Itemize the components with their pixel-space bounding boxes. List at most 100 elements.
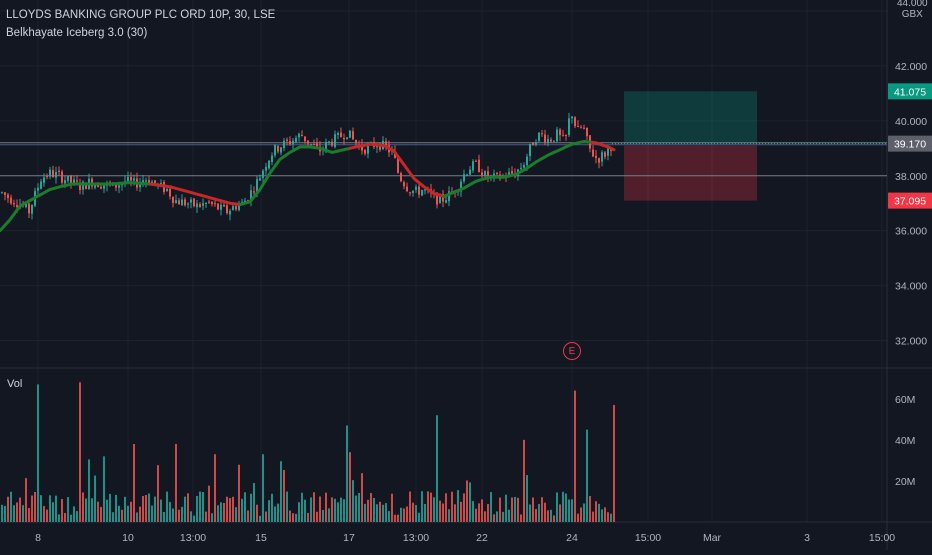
volume-bar [238, 464, 240, 522]
stop-price-badge-text: 37.095 [894, 196, 926, 208]
volume-bar [322, 509, 324, 522]
volume-bar [526, 475, 528, 522]
candle-up [1, 192, 3, 194]
candle-up [160, 182, 162, 185]
volume-bar [595, 501, 597, 522]
volume-bar [478, 503, 480, 522]
price-scale-top: 44.000 GBX [897, 0, 928, 20]
candle-down [442, 194, 444, 202]
candle-up [274, 144, 276, 156]
volume-bar [187, 493, 189, 522]
candle-up [571, 116, 573, 119]
candle-down [7, 194, 9, 199]
current-price-badge-bg [888, 135, 932, 152]
candle-up [547, 138, 549, 144]
volume-bar [91, 498, 93, 522]
candle-up [43, 177, 45, 183]
candle-up [250, 190, 252, 201]
candle-up [187, 203, 189, 205]
volume-bar [394, 514, 396, 522]
volume-bar [379, 501, 381, 522]
volume-bar [310, 497, 312, 522]
volume-bar [397, 514, 399, 522]
volume-bar [454, 504, 456, 522]
candle-down [562, 135, 564, 137]
volume-bar [265, 511, 267, 522]
volume-bar [487, 504, 489, 522]
earnings-event-marker[interactable]: E [563, 342, 581, 360]
candle-down [343, 138, 345, 140]
time-tick-label: 15:00 [635, 532, 661, 544]
volume-bar [94, 475, 96, 522]
candle-up [349, 130, 351, 138]
volume-bar [493, 514, 495, 522]
price-tick-label: 36.000 [895, 226, 927, 238]
volume-bar [223, 502, 225, 522]
volume-bar [406, 506, 408, 522]
volume-bar [316, 511, 318, 522]
volume-bar [46, 509, 48, 522]
candle-down [511, 171, 513, 174]
volume-bar [433, 497, 435, 522]
volume-bar [166, 491, 168, 522]
volume-bar [562, 491, 564, 522]
volume-bar [517, 497, 519, 522]
volume-bar [304, 499, 306, 522]
symbol-title[interactable]: LLOYDS BANKING GROUP PLC ORD 10P, 30, LS… [6, 9, 276, 21]
volume-bar [388, 511, 390, 522]
target-price-badge-bg [888, 83, 932, 100]
candle-up [229, 211, 231, 215]
volume-bar [250, 493, 252, 522]
stop-zone [624, 145, 757, 201]
volume-bar [301, 492, 303, 522]
candle-up [37, 187, 39, 191]
iceberg-line [0, 139, 616, 233]
candle-up [460, 181, 462, 192]
candle-down [403, 182, 405, 187]
volume-bar [28, 508, 30, 522]
volume-bar [466, 480, 468, 522]
volume-bar [481, 499, 483, 522]
volume-label[interactable]: Vol [7, 378, 23, 390]
volume-bar [190, 511, 192, 522]
volume-bar [25, 478, 27, 522]
candle-up [133, 178, 135, 181]
position-zones [624, 91, 757, 201]
volume-bar [463, 493, 465, 522]
candle-down [409, 192, 411, 194]
candle-down [28, 203, 30, 214]
candle-down [577, 126, 579, 128]
volume-bar [514, 496, 516, 522]
volume-bar [13, 505, 15, 522]
axes: 42.000 40.000 38.000 36.000 34.000 32.000 60M 4… [35, 61, 932, 544]
price-tick-label: 34.000 [895, 281, 927, 293]
volume-bar [169, 502, 171, 522]
candle-down [313, 144, 315, 146]
stop-price-badge-bg [888, 192, 932, 209]
volume-bar [571, 499, 573, 522]
candle-down [58, 170, 60, 172]
time-tick-label: 24 [566, 532, 578, 544]
indicator-label[interactable]: Belkhayate Iceberg 3.0 (30) [6, 27, 148, 39]
volume-bar [421, 491, 423, 522]
volume-bar [154, 496, 156, 522]
candle-down [304, 136, 306, 142]
volume-bar [337, 502, 339, 522]
candle-down [355, 140, 357, 144]
volume-bar [151, 505, 153, 522]
volume-bar [229, 498, 231, 522]
volume-bar [88, 459, 90, 522]
candle-down [340, 132, 342, 138]
volume-bar [460, 501, 462, 522]
volume-bar [259, 515, 261, 522]
volume-bar [391, 493, 393, 522]
volume-bar [376, 504, 378, 522]
volume-bar [202, 491, 204, 522]
candle-down [592, 149, 594, 157]
price-tick-label: 40.000 [895, 116, 927, 128]
candle-up [142, 180, 144, 183]
volume-bar [580, 507, 582, 522]
candle-down [76, 180, 78, 182]
